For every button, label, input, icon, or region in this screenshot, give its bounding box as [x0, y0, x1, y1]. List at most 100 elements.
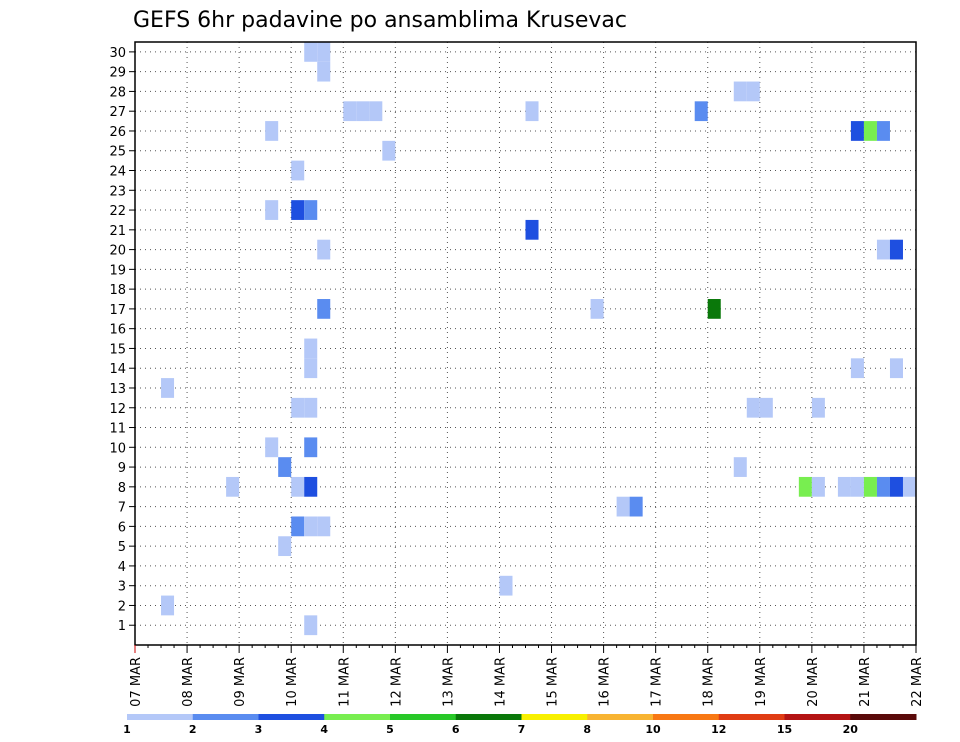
precip-cell — [876, 121, 890, 141]
precip-cell — [733, 457, 747, 477]
colorbar-label: 7 — [518, 723, 526, 736]
x-tick-label: 18 MAR — [702, 657, 717, 707]
y-tick-label: 28 — [109, 85, 126, 100]
colorbar-label: 10 — [645, 723, 661, 736]
y-tick-label: 4 — [118, 560, 126, 575]
precip-cell — [889, 239, 903, 260]
colorbar-swatch — [127, 714, 194, 720]
y-tick-label: 9 — [118, 461, 126, 476]
y-tick-label: 12 — [109, 402, 126, 417]
precip-cell — [889, 476, 903, 497]
colorbar-swatch — [258, 714, 325, 720]
y-tick-label: 19 — [109, 263, 126, 278]
colorbar-swatch — [521, 714, 588, 720]
precip-cell — [356, 101, 370, 122]
colorbar-label: 2 — [189, 723, 197, 736]
x-tick-label: 17 MAR — [650, 657, 665, 707]
colorbar-label: 12 — [711, 723, 726, 736]
x-tick-label: 19 MAR — [754, 657, 769, 707]
x-tick-label: 16 MAR — [598, 657, 613, 707]
precip-cell — [499, 575, 513, 596]
precip-cell — [369, 101, 383, 122]
precip-cell — [694, 101, 708, 122]
colorbar-label: 15 — [777, 723, 792, 736]
precip-cell — [278, 457, 292, 477]
y-tick-label: 21 — [109, 224, 126, 239]
plot-frame — [134, 41, 917, 646]
precip-cell — [317, 61, 331, 82]
y-tick-label: 17 — [109, 303, 126, 318]
precip-cell — [811, 476, 825, 497]
x-tick-label: 21 MAR — [858, 657, 873, 707]
x-tick-label: 12 MAR — [389, 657, 404, 707]
y-tick-label: 20 — [109, 244, 126, 259]
colorbar-label: 8 — [583, 723, 591, 736]
colorbar-swatch — [192, 714, 259, 720]
precip-cell — [863, 121, 877, 141]
y-tick-label: 26 — [109, 125, 126, 140]
colorbar-label: 6 — [452, 723, 460, 736]
precip-cell — [707, 299, 721, 319]
precip-cell — [850, 358, 864, 379]
y-tick-label: 2 — [118, 599, 126, 614]
precip-cell — [759, 397, 773, 418]
x-tick-label: 13 MAR — [441, 657, 456, 707]
precip-cell — [304, 615, 318, 636]
colorbar-label: 1 — [123, 723, 131, 736]
colorbar-label: 5 — [386, 723, 394, 736]
precip-cell — [291, 516, 305, 537]
precip-cell — [304, 476, 318, 497]
precip-cell — [876, 476, 890, 497]
precip-cell — [304, 358, 318, 379]
colorbar-swatch — [455, 714, 522, 720]
x-tick-label: 07 MAR — [129, 657, 144, 707]
y-tick-label: 29 — [109, 66, 126, 81]
colorbar-swatch — [850, 714, 917, 720]
y-tick-label: 24 — [109, 165, 126, 180]
precip-cell — [317, 42, 331, 62]
colorbar-swatch — [653, 714, 720, 720]
precip-cell — [291, 160, 305, 181]
precip-cell — [304, 516, 318, 537]
x-tick-label: 14 MAR — [493, 657, 508, 707]
precip-cell — [525, 101, 539, 122]
y-tick-label: 15 — [109, 342, 126, 357]
precip-cell — [746, 397, 760, 418]
x-tick-label: 11 MAR — [337, 657, 352, 707]
colorbar-label: 4 — [320, 723, 328, 736]
y-tick-label: 23 — [109, 184, 126, 199]
y-tick-label: 18 — [109, 283, 126, 298]
y-tick-label: 5 — [118, 540, 126, 555]
x-tick-label: 20 MAR — [806, 657, 821, 707]
precip-cell — [265, 200, 279, 220]
x-tick-label: 10 MAR — [285, 657, 300, 707]
y-tick-label: 3 — [118, 580, 126, 595]
precip-cell — [616, 496, 630, 517]
y-tick-label: 30 — [109, 46, 126, 61]
precip-cell — [590, 299, 604, 319]
colorbar-swatch — [587, 714, 654, 720]
y-tick-label: 13 — [109, 382, 126, 397]
y-tick-label: 14 — [109, 362, 126, 377]
colorbar-swatch — [784, 714, 851, 720]
y-tick-label: 8 — [118, 481, 126, 496]
y-axis-ticks: 1234567891011121314151617181920212223242… — [109, 46, 135, 634]
chart-title: GEFS 6hr padavine po ansamblima Krusevac — [133, 8, 627, 33]
precip-cell — [746, 81, 760, 102]
y-tick-label: 16 — [109, 323, 126, 338]
y-tick-label: 11 — [109, 422, 126, 437]
precip-cell — [304, 200, 318, 220]
precipitation-cells — [161, 42, 916, 636]
colorbar: 1 2 3 4 5 6 7 8 10 12 15 20 — [123, 714, 917, 736]
colorbar-label: 3 — [255, 723, 263, 736]
precip-cell — [265, 121, 279, 141]
precip-cell — [798, 476, 812, 497]
precip-cell — [629, 496, 643, 517]
precip-cell — [291, 397, 305, 418]
precip-cell — [317, 299, 331, 319]
precip-cell — [733, 81, 747, 102]
y-tick-label: 22 — [109, 204, 126, 219]
y-tick-label: 27 — [109, 105, 126, 120]
precip-cell — [343, 101, 357, 122]
